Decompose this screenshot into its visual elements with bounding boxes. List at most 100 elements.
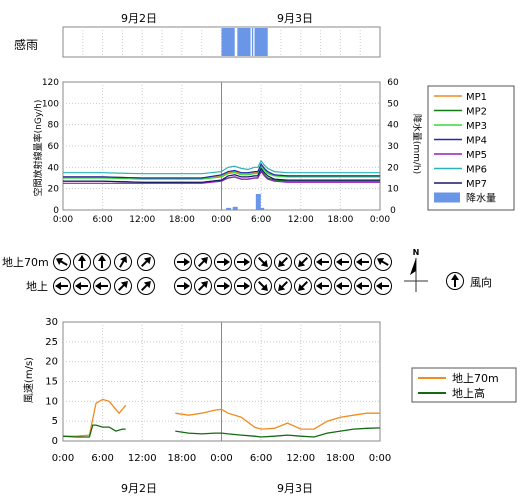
wind-arrow-shaft — [280, 281, 288, 289]
wind-arrow-icon — [334, 253, 352, 271]
wind-arrow-shaft — [141, 283, 149, 291]
wind-arrow-icon — [274, 277, 292, 295]
dose-rate-panel: 0 20 40 60 80 100 120 0 10 20 30 40 50 60 0:00 6:00 12:0… — [42, 78, 399, 225]
wind-arrow-icon — [354, 277, 372, 295]
wind-arrow-icon — [194, 277, 212, 295]
wind-arrow-icon — [93, 277, 111, 295]
wind-y-tick-label: 25 — [45, 337, 58, 348]
wind-x-tick-label: 0:00 — [52, 453, 74, 464]
wind-legend-label: 地上高 — [452, 386, 485, 400]
wind-arrow-head — [120, 281, 128, 289]
wind-arrow-head — [55, 258, 64, 265]
wind-arrow-icon — [234, 253, 252, 271]
wind-arrow-head — [184, 258, 190, 266]
rain-sensed-bar — [237, 28, 251, 56]
wind-arrow-head — [356, 282, 362, 290]
wind-arrow-icon — [174, 253, 192, 271]
rain-sense-label: 感雨 — [14, 37, 38, 52]
wind-arrow-icon — [114, 277, 132, 295]
series-line-mp7 — [63, 167, 380, 183]
wind-arrow-icon — [73, 277, 91, 295]
wind-arrow-icon — [314, 253, 332, 271]
dose-x-tick-label: 0:00 — [370, 215, 390, 225]
dose-x-tick-label: 18:00 — [327, 215, 353, 225]
date-label-bottom-left: 9月2日 — [121, 482, 157, 495]
wind-arrow-shaft — [118, 283, 126, 291]
wind-arrow-legend-icon — [446, 272, 464, 290]
legend-label-rain: 降水量 — [466, 192, 496, 205]
wind-arrow-shaft — [198, 283, 206, 291]
wind-arrow-icon — [214, 253, 232, 271]
wind-x-tick-label: 6:00 — [91, 453, 113, 464]
wind-arrow-icon — [214, 277, 232, 295]
wind-arrow-shaft — [300, 281, 308, 289]
legend-label-mp1: MP1 — [466, 92, 487, 103]
wind-arrow-shaft — [198, 259, 206, 267]
wind-arrow-head — [224, 282, 230, 290]
wind-x-tick-label: 18:00 — [167, 453, 196, 464]
wind-arrow-head — [143, 281, 151, 289]
wind-arrow-icon — [374, 253, 392, 271]
wind-y-tick-label: 30 — [45, 317, 58, 328]
dose-x-tick-label: 12:00 — [129, 215, 155, 225]
wind-arrow-head — [224, 258, 230, 266]
wind-arrow-head — [336, 282, 342, 290]
wind-arrow-icon — [254, 277, 272, 295]
wind-arrow-icon — [53, 277, 71, 295]
dose-x-tick-label: 0:00 — [211, 215, 231, 225]
wind-arrow-shaft — [119, 259, 125, 268]
wind-arrow-icon — [354, 253, 372, 271]
wind-arrow-head — [278, 283, 286, 291]
wind-arrow-shaft — [300, 257, 308, 265]
dose-x-tick-label: 6:00 — [93, 215, 113, 225]
wind-arrow-shaft — [280, 257, 288, 265]
dose-x-tick-label: 12:00 — [288, 215, 314, 225]
wind-arrow-head — [451, 274, 459, 280]
wind-arrow-head — [95, 282, 101, 290]
dose-y-tick-label: 20 — [48, 185, 60, 195]
wind-ground-line — [175, 427, 381, 438]
wind-direction-legend-label: 風向 — [470, 275, 492, 289]
wind-arrow-icon — [294, 253, 312, 271]
wind-speed-panel: 0 5 10 15 20 25 30 0:00 6:00 12:00 18:00 0:00 6:00 12… — [45, 317, 391, 464]
date-label-top-left: 9月2日 — [121, 12, 157, 25]
wind-arrow-shaft — [59, 260, 68, 266]
legend-label-mp5: MP5 — [466, 150, 487, 161]
dose-x-tick-label: 0:00 — [53, 215, 73, 225]
wind-y-tick-label: 5 — [52, 416, 58, 427]
rain-sensed-bar — [254, 28, 268, 56]
legend-label-mp7: MP7 — [466, 179, 487, 190]
wind-arrow-head — [260, 259, 268, 267]
date-label-bottom-right: 9月3日 — [277, 482, 313, 495]
north-label: N — [413, 248, 420, 257]
series-line-mp6 — [63, 159, 380, 175]
rain-y-tick-label: 50 — [387, 99, 399, 109]
rain-y-tick-label: 60 — [387, 78, 399, 88]
wind-legend-label: 地上70m — [452, 372, 499, 385]
wind-70m-line — [175, 408, 380, 430]
wind-arrow-shaft — [258, 257, 266, 265]
wind-arrow-icon — [274, 253, 292, 271]
rain-y-axis-label: 降水量(mm/h) — [411, 114, 423, 174]
wind-arrow-icon — [114, 253, 132, 271]
rain-bar — [255, 194, 261, 210]
wind-arrow-icon — [93, 253, 111, 271]
wind-row-label-upper: 地上70m — [2, 256, 49, 269]
wind-x-tick-label: 18:00 — [326, 453, 355, 464]
wind-arrow-icon — [314, 277, 332, 295]
wind-direction-rows — [53, 253, 392, 295]
north-compass: N — [404, 248, 428, 292]
wind-arrow-head — [376, 282, 382, 290]
series-line-mp4 — [63, 162, 380, 179]
wind-arrow-head — [184, 282, 190, 290]
legend-swatch-rain — [434, 192, 460, 203]
rain-sensed-bar — [221, 28, 235, 56]
wind-arrow-head — [78, 255, 86, 261]
wind-70m-line — [63, 398, 127, 437]
legend-label-mp6: MP6 — [466, 165, 487, 176]
rain-y-tick-label: 20 — [387, 163, 399, 173]
wind-y-tick-label: 20 — [45, 357, 58, 368]
wind-arrow-head — [278, 259, 286, 267]
dose-x-tick-label: 6:00 — [251, 215, 271, 225]
wind-arrow-head — [55, 282, 61, 290]
